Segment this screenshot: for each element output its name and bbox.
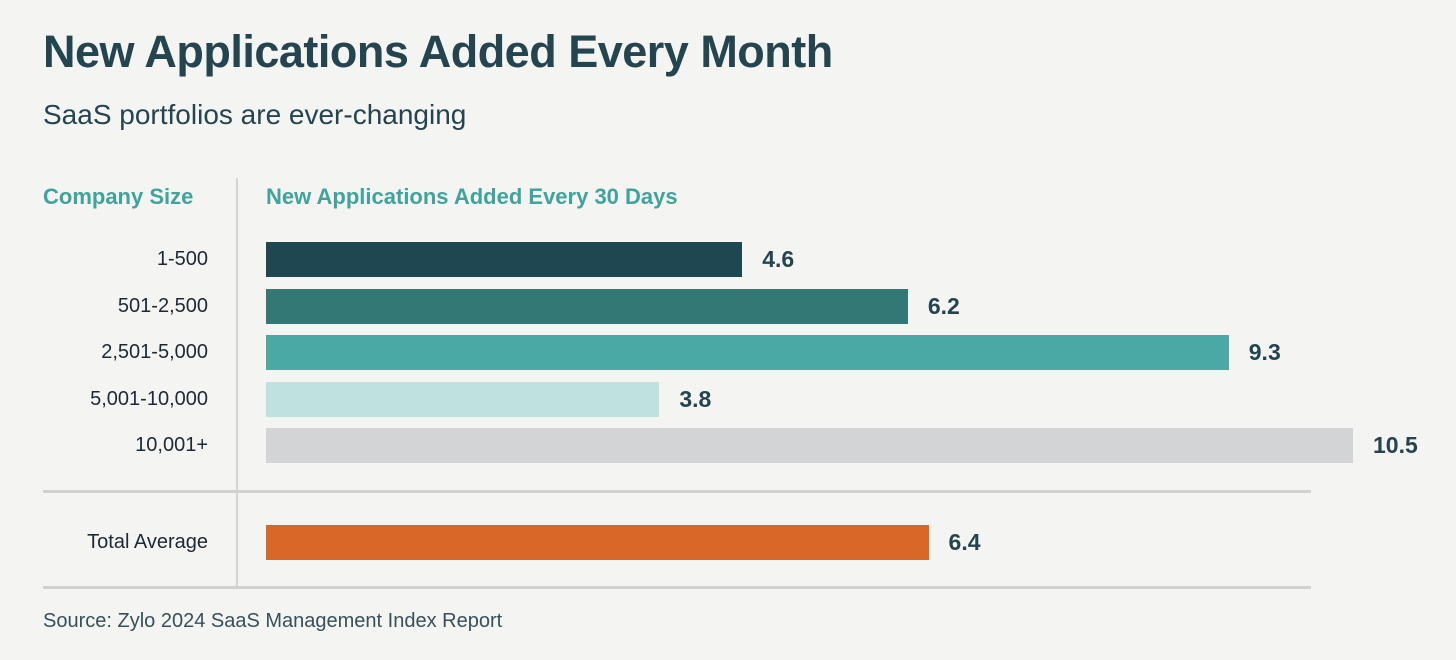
value-label: 4.6 [762, 246, 795, 272]
vertical-divider [236, 178, 238, 589]
category-label: 1-500 [156, 248, 208, 270]
category-label: 501-2,500 [117, 294, 208, 317]
value-label: 6.2 [927, 292, 960, 319]
category-label: 2,501-5,000 [101, 341, 208, 363]
category-label: 5,001-10,000 [90, 387, 208, 410]
column-header-company-size: Company Size [43, 184, 194, 209]
chart-row: 10,001+ 10.5 [0, 428, 1456, 463]
chart-row: 2,501-5,000 9.3 [0, 335, 1456, 370]
chart-row: 1-500 4.6 [0, 242, 1456, 277]
page-subtitle: SaaS portfolios are ever-changing [43, 99, 467, 130]
bar [266, 288, 908, 324]
value-label: 3.8 [679, 385, 712, 412]
bar [266, 242, 743, 277]
bar [266, 335, 1229, 370]
chart-row: 501-2,500 6.2 [0, 288, 1456, 324]
bar [266, 381, 660, 417]
category-label: 10,001+ [135, 434, 208, 456]
chart-row: 5,001-10,000 3.8 [0, 381, 1456, 417]
bar [266, 428, 1353, 463]
value-label: 10.5 [1373, 432, 1418, 458]
source-note: Source: Zylo 2024 SaaS Management Index … [43, 610, 503, 632]
value-label: 9.3 [1248, 339, 1281, 365]
horizontal-divider-lower [43, 586, 1311, 589]
column-header-new-apps: New Applications Added Every 30 Days [266, 184, 678, 209]
category-label: Total Average [87, 531, 208, 553]
value-label: 6.4 [948, 529, 981, 555]
chart-row: Total Average 6.4 [0, 525, 1456, 560]
bar [266, 525, 929, 560]
page-title: New Applications Added Every Month [43, 26, 833, 77]
horizontal-divider-upper [43, 490, 1311, 493]
